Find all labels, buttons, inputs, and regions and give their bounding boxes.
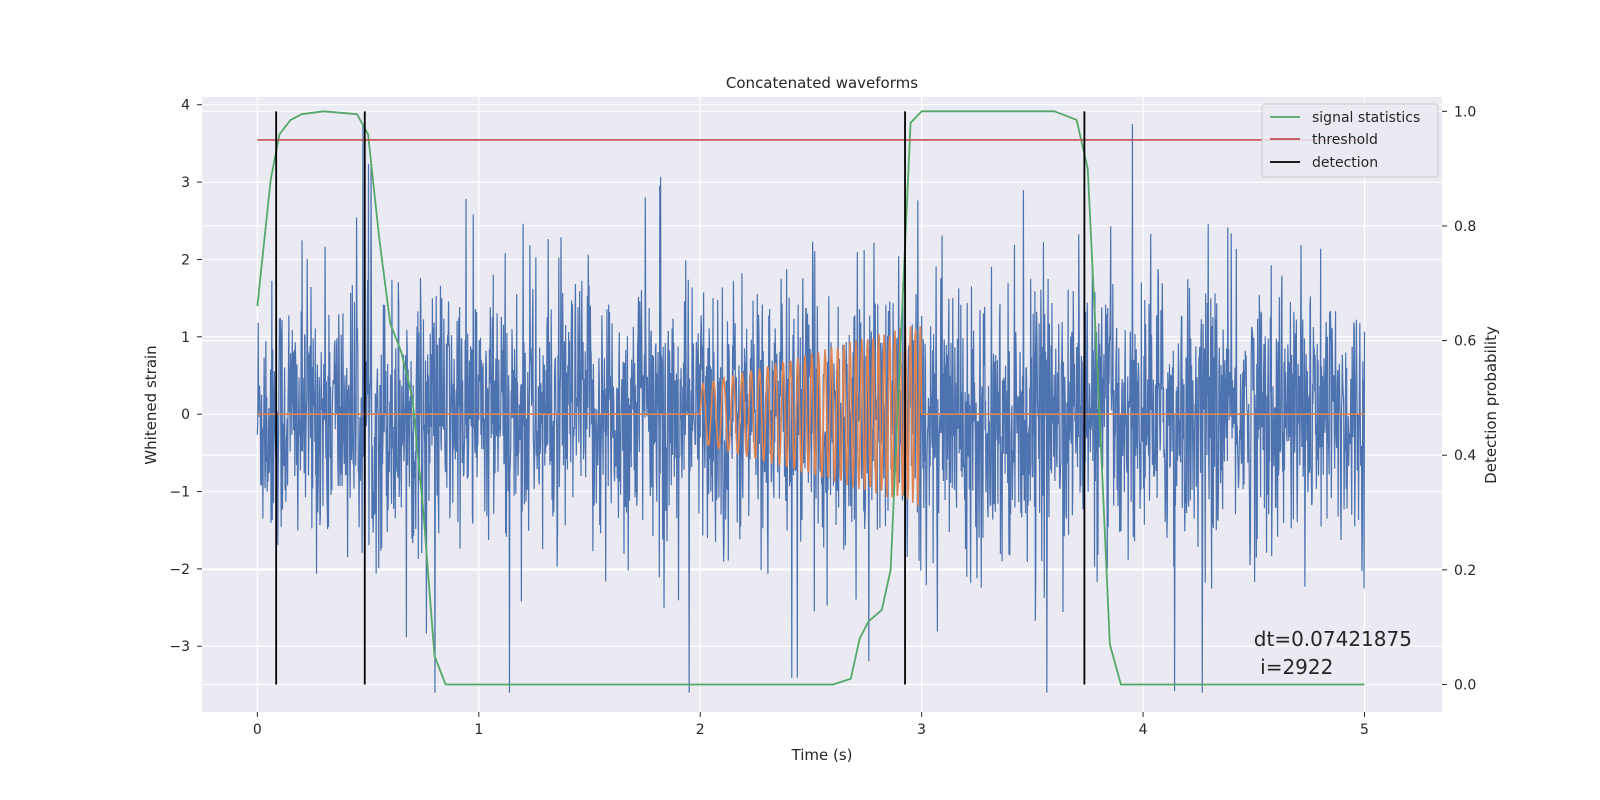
y-tick-label: 4: [181, 98, 190, 114]
x-tick-label: 2: [696, 722, 705, 738]
legend-label-signal-statistics: signal statistics: [1312, 110, 1420, 126]
y2-tick-label: 1.0: [1454, 104, 1476, 120]
y2-tick-label: 0.6: [1454, 334, 1476, 350]
y-tick-label: 0: [181, 407, 190, 423]
series-layer: [256, 110, 1366, 693]
y2-tick-label: 0.2: [1454, 563, 1476, 579]
y-axis-label: Whitened strain: [142, 345, 160, 464]
series-signal-statistics-line: [256, 110, 1365, 686]
legend-label-threshold: threshold: [1312, 132, 1378, 148]
x-tick-label: 4: [1139, 722, 1148, 738]
y2-tick-label: 0.8: [1454, 219, 1476, 235]
legend-box: [1261, 103, 1439, 178]
y-tick-label: −2: [169, 562, 190, 578]
y2-tick-labels: 0.0 0.2 0.4 0.6 0.8 1.0: [1442, 104, 1476, 693]
y2-axis-label: Detection probability: [1482, 326, 1500, 484]
y-tick-label: −3: [169, 639, 190, 655]
y-tick-labels: −3 −2 −1 0 1 2 3 4: [169, 98, 202, 655]
y-tick-label: 3: [181, 175, 190, 191]
annotation-index: i=2922: [1254, 655, 1334, 679]
x-axis-label: Time (s): [791, 746, 853, 764]
annotation: dt=0.07421875 i=2922: [1254, 627, 1412, 679]
legend: signal statistics threshold detection: [1261, 103, 1439, 178]
x-tick-labels: 0 1 2 3 4 5: [253, 712, 1369, 738]
series-template-line: [257, 326, 1365, 506]
y2-tick-label: 0.4: [1454, 448, 1476, 464]
y2-tick-label: 0.0: [1454, 677, 1476, 693]
chart-title: Concatenated waveforms: [726, 74, 918, 92]
y-tick-label: 2: [181, 252, 190, 268]
x-tick-label: 5: [1360, 722, 1369, 738]
x-tick-label: 3: [917, 722, 926, 738]
x-tick-label: 1: [474, 722, 483, 738]
y-tick-label: 1: [181, 330, 190, 346]
y-tick-label: −1: [169, 485, 190, 501]
legend-label-detection: detection: [1312, 155, 1378, 171]
x-tick-label: 0: [253, 722, 262, 738]
annotation-dt: dt=0.07421875: [1254, 627, 1412, 651]
